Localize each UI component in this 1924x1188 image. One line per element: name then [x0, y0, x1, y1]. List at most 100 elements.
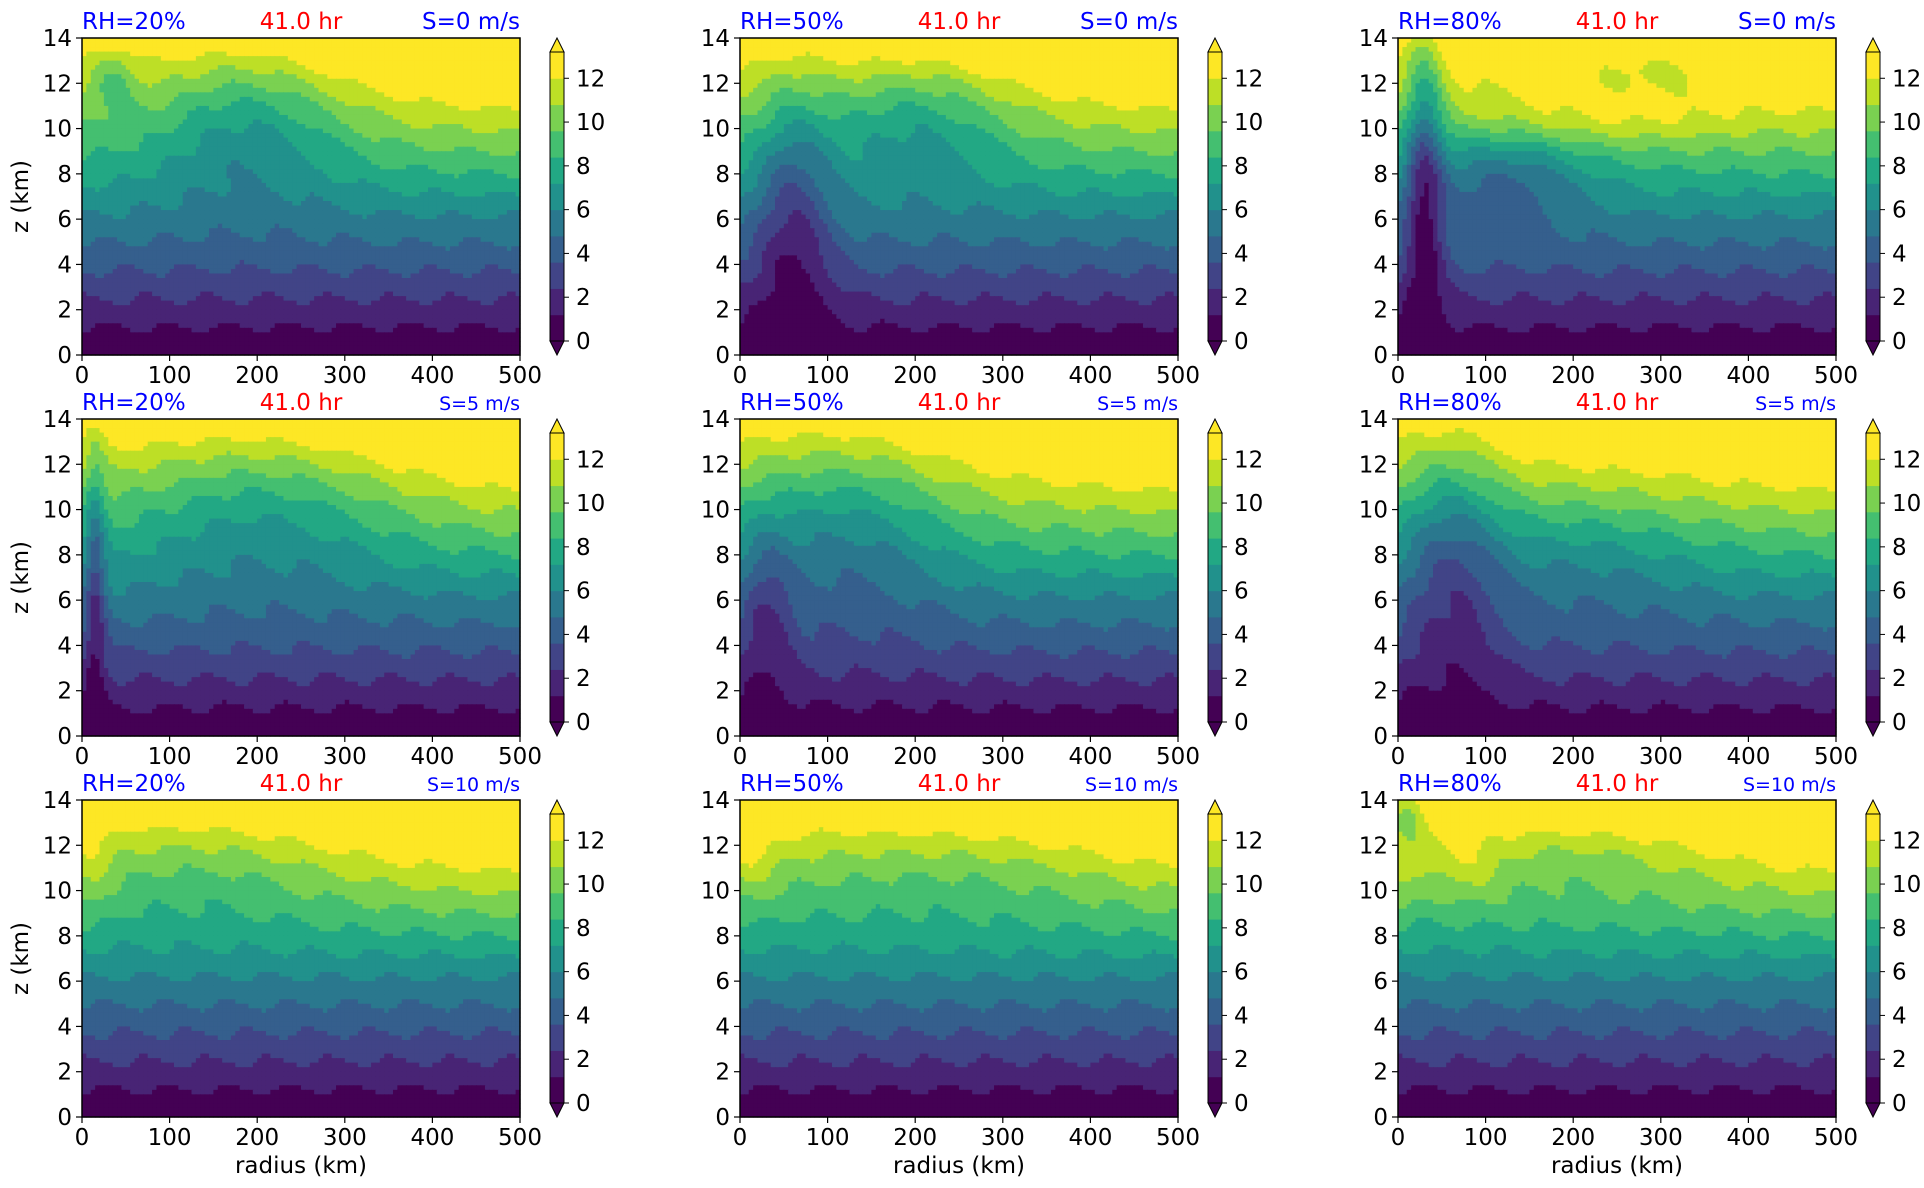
field-cell	[463, 169, 468, 174]
field-cell	[183, 147, 188, 152]
field-cell	[502, 106, 507, 111]
field-cell	[481, 169, 486, 174]
field-cell	[104, 183, 109, 188]
field-cell	[319, 142, 324, 147]
field-cell	[393, 201, 398, 206]
field-cell	[248, 187, 253, 192]
field-cell	[121, 52, 126, 57]
field-cell	[192, 174, 197, 179]
field-cell	[371, 65, 376, 70]
field-cell	[235, 178, 240, 183]
field-cell	[507, 133, 512, 138]
field-cell	[257, 201, 262, 206]
field-cell	[327, 47, 332, 52]
field-cell	[170, 61, 175, 66]
field-cell	[148, 160, 153, 165]
field-cell	[165, 79, 170, 84]
field-cell	[257, 92, 262, 97]
field-cell	[174, 210, 179, 215]
field-cell	[441, 38, 446, 43]
field-cell	[248, 120, 253, 125]
field-cell	[393, 160, 398, 165]
field-cell	[415, 133, 420, 138]
field-cell	[349, 165, 354, 170]
field-cell	[130, 178, 135, 183]
field-cell	[446, 65, 451, 70]
field-cell	[262, 38, 267, 43]
field-cell	[297, 101, 302, 106]
field-cell	[130, 206, 135, 211]
field-cell	[472, 110, 477, 115]
field-cell	[301, 169, 306, 174]
field-cell	[139, 192, 144, 197]
field-cell	[354, 97, 359, 102]
field-cell	[262, 151, 267, 156]
field-cell	[218, 70, 223, 75]
field-cell	[406, 206, 411, 211]
field-cell	[183, 79, 188, 84]
field-cell	[498, 197, 503, 202]
field-cell	[446, 61, 451, 66]
field-cell	[441, 138, 446, 143]
field-cell	[327, 88, 332, 93]
field-cell	[489, 70, 494, 75]
field-cell	[441, 79, 446, 84]
field-cell	[91, 138, 96, 143]
field-cell	[275, 115, 280, 120]
field-cell	[459, 151, 464, 156]
field-cell	[507, 106, 512, 111]
field-cell	[437, 192, 442, 197]
field-cell	[292, 160, 297, 165]
field-cell	[253, 79, 258, 84]
field-cell	[113, 115, 118, 120]
field-cell	[152, 174, 157, 179]
field-cell	[283, 129, 288, 134]
field-cell	[327, 165, 332, 170]
field-cell	[305, 178, 310, 183]
field-cell	[139, 92, 144, 97]
field-cell	[139, 147, 144, 152]
field-cell	[135, 192, 140, 197]
field-cell	[266, 147, 271, 152]
field-cell	[200, 160, 205, 165]
field-cell	[292, 74, 297, 79]
field-cell	[301, 156, 306, 161]
field-cell	[362, 151, 367, 156]
field-cell	[375, 101, 380, 106]
field-cell	[178, 187, 183, 192]
field-cell	[450, 79, 455, 84]
field-cell	[121, 110, 126, 115]
field-cell	[454, 147, 459, 152]
field-cell	[178, 142, 183, 147]
field-cell	[402, 187, 407, 192]
field-cell	[498, 52, 503, 57]
field-cell	[358, 124, 363, 129]
field-cell	[183, 47, 188, 52]
field-cell	[209, 61, 214, 66]
field-cell	[95, 106, 100, 111]
field-cell	[121, 147, 126, 152]
field-cell	[481, 201, 486, 206]
field-cell	[253, 124, 258, 129]
field-cell	[192, 197, 197, 202]
field-cell	[459, 192, 464, 197]
field-cell	[428, 110, 433, 115]
field-cell	[231, 92, 236, 97]
field-cell	[340, 187, 345, 192]
field-cell	[165, 133, 170, 138]
field-cell	[502, 70, 507, 75]
field-cell	[380, 129, 385, 134]
field-cell	[424, 129, 429, 134]
field-cell	[459, 133, 464, 138]
field-cell	[454, 124, 459, 129]
field-cell	[126, 61, 131, 66]
field-cell	[262, 187, 267, 192]
field-cell	[270, 197, 275, 202]
field-cell	[367, 142, 372, 147]
field-cell	[305, 61, 310, 66]
field-cell	[200, 178, 205, 183]
field-cell	[358, 38, 363, 43]
field-cell	[327, 52, 332, 57]
field-cell	[244, 138, 249, 143]
field-cell	[301, 70, 306, 75]
